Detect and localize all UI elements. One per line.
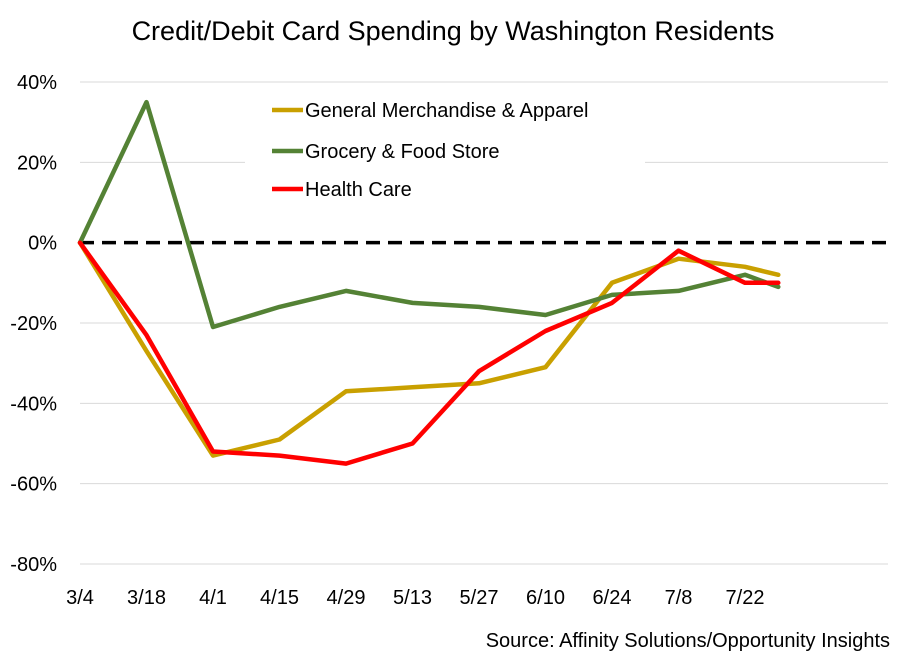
x-tick-label: 6/24	[593, 587, 632, 609]
x-tick-label: 7/22	[726, 587, 765, 609]
chart-title: Credit/Debit Card Spending by Washington…	[132, 16, 775, 46]
series-line-health-care	[77, 240, 781, 466]
series-line-general-merchandise-apparel	[77, 240, 781, 458]
series-line-grocery-food-store	[77, 99, 781, 330]
x-tick-label: 5/27	[460, 587, 499, 609]
source-note: Source: Affinity Solutions/Opportunity I…	[486, 630, 890, 652]
x-tick-label: 4/1	[199, 587, 227, 609]
y-tick-label: -20%	[10, 313, 57, 335]
y-tick-label: -80%	[10, 554, 57, 576]
y-tick-label: -60%	[10, 474, 57, 496]
legend-bg	[245, 137, 645, 173]
legend-bg	[245, 96, 645, 132]
legend-bg	[245, 178, 645, 214]
x-axis-tick-labels: 3/4 3/18 4/1 4/15 4/29 5/13 5/27 6/10 6/24 7/8 7/2…	[66, 587, 764, 609]
y-axis-tick-labels: 40% 20% 0% -20% -40% -60% -80%	[10, 72, 57, 576]
x-tick-label: 7/8	[665, 587, 693, 609]
x-tick-label: 4/15	[260, 587, 299, 609]
y-tick-label: 40%	[17, 72, 57, 94]
legend: General Merchandise & Apparel Grocery & F…	[245, 96, 645, 214]
legend-label: General Merchandise & Apparel	[305, 100, 589, 122]
legend-label: Grocery & Food Store	[305, 141, 500, 163]
x-tick-label: 6/10	[526, 587, 565, 609]
x-tick-label: 3/4	[66, 587, 94, 609]
gridlines	[80, 81, 888, 565]
series-lines	[77, 99, 781, 466]
y-tick-label: 0%	[28, 233, 57, 255]
x-tick-label: 5/13	[393, 587, 432, 609]
legend-label: Health Care	[305, 179, 412, 201]
y-tick-label: -40%	[10, 393, 57, 415]
y-tick-label: 20%	[17, 152, 57, 174]
x-tick-label: 4/29	[327, 587, 366, 609]
x-tick-label: 3/18	[127, 587, 166, 609]
